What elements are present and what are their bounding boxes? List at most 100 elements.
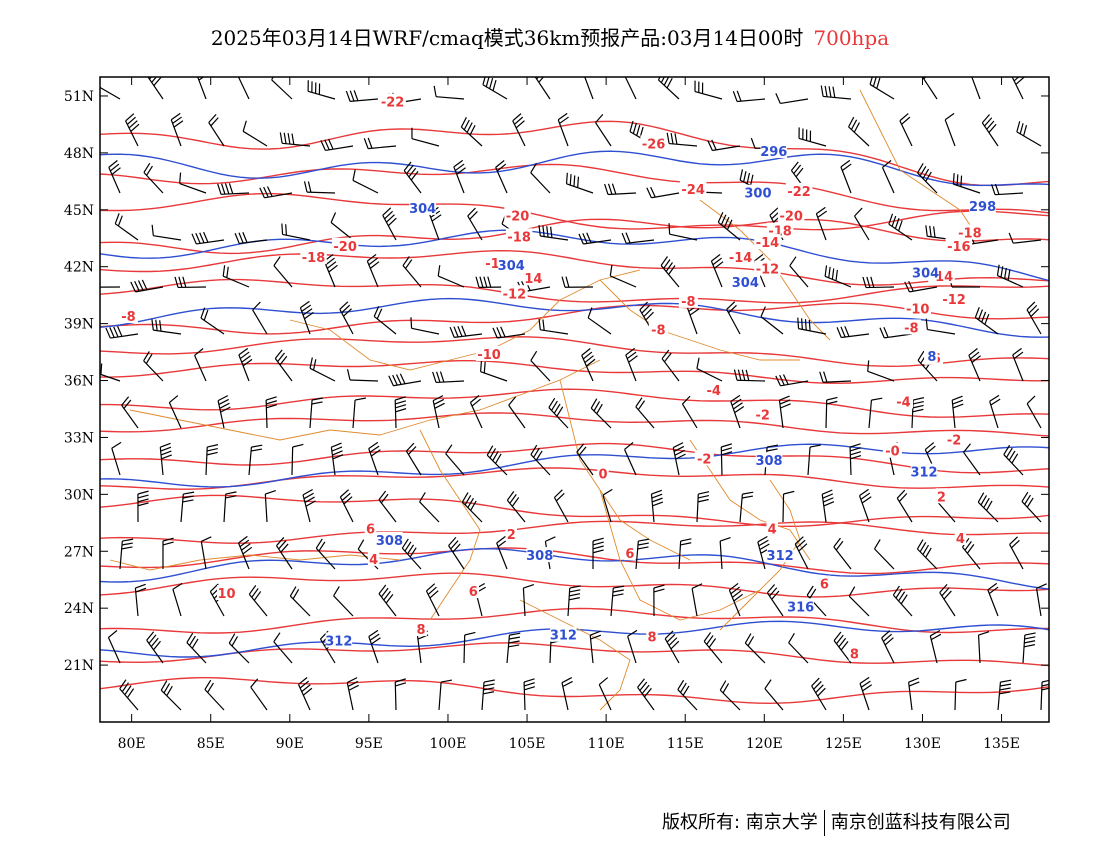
wind-barb bbox=[403, 161, 422, 194]
wind-barb bbox=[728, 582, 743, 617]
lon-label: 110E bbox=[588, 736, 625, 752]
wind-barb bbox=[821, 489, 835, 523]
wind-barb bbox=[160, 680, 182, 711]
temperature-label: -10 bbox=[906, 302, 930, 317]
wind-barb bbox=[273, 632, 293, 664]
wind-barb bbox=[481, 679, 495, 711]
lon-label: 100E bbox=[429, 736, 466, 752]
wind-barb bbox=[410, 317, 440, 335]
wind-barb bbox=[217, 183, 250, 195]
wind-barb bbox=[238, 347, 253, 382]
wind-barb bbox=[666, 132, 698, 147]
wind-barb bbox=[475, 276, 508, 288]
height-label-bg bbox=[732, 273, 759, 289]
wind-barb bbox=[867, 360, 895, 382]
temperature-label-bg bbox=[893, 393, 913, 409]
wind-barb bbox=[916, 163, 938, 194]
wind-barb bbox=[681, 395, 698, 429]
wind-barb bbox=[363, 137, 397, 150]
wind-barb bbox=[279, 132, 311, 147]
wind-barb bbox=[228, 633, 250, 664]
wind-barb bbox=[200, 536, 212, 570]
wind-barb bbox=[378, 584, 397, 617]
wind-barb bbox=[775, 93, 809, 105]
wind-barb bbox=[604, 183, 637, 196]
wind-barb bbox=[610, 585, 625, 617]
height-label: 304 bbox=[498, 259, 525, 274]
wind-barb bbox=[174, 276, 207, 289]
height-label-bg bbox=[409, 199, 436, 215]
lon-label: 105E bbox=[509, 736, 546, 752]
temperature-label-bg bbox=[935, 488, 948, 504]
temperature-label-bg bbox=[766, 222, 794, 238]
wind-barb bbox=[1026, 301, 1042, 335]
page-title: 2025年03月14日WRF/cmaq模式36km预报产品:03月14日00时 7… bbox=[0, 22, 1100, 51]
temperature-label: -26 bbox=[642, 137, 666, 152]
wind-barb bbox=[107, 630, 121, 664]
temperature-label-bg bbox=[704, 382, 724, 398]
wind-barb bbox=[1026, 395, 1042, 429]
wind-barb bbox=[437, 265, 465, 288]
height-label-bg bbox=[744, 184, 772, 200]
wind-barb bbox=[587, 307, 612, 335]
wind-barb bbox=[766, 584, 784, 617]
height-label-bg bbox=[926, 347, 938, 363]
wind-barb bbox=[506, 632, 521, 664]
wind-barb bbox=[1022, 632, 1036, 664]
wind-barb bbox=[971, 77, 981, 100]
height-label: 308 bbox=[755, 454, 782, 469]
temperature-isotherm bbox=[100, 360, 1049, 384]
wind-barb bbox=[264, 490, 276, 523]
wind-barb bbox=[840, 159, 852, 194]
wind-barb bbox=[259, 186, 293, 199]
wind-barb bbox=[788, 633, 809, 664]
wind-barb bbox=[538, 224, 569, 241]
temperature-isotherm bbox=[100, 642, 1049, 667]
wind-barb bbox=[968, 348, 981, 382]
lon-label: 85E bbox=[197, 736, 225, 752]
wind-barb bbox=[151, 319, 182, 335]
wind-barb bbox=[881, 630, 895, 664]
temperature-label: -2 bbox=[755, 409, 769, 424]
wind-barb bbox=[265, 396, 278, 429]
wind-barb bbox=[469, 395, 483, 429]
wind-barb bbox=[561, 677, 573, 711]
wind-barb bbox=[925, 318, 956, 335]
temperature-label-bg bbox=[367, 550, 380, 566]
temperature-label-bg bbox=[882, 442, 902, 458]
lat-label: 24N bbox=[64, 601, 94, 617]
wind-barb bbox=[576, 443, 594, 476]
wind-barb bbox=[352, 169, 379, 194]
wind-barb bbox=[668, 223, 698, 241]
wind-barb bbox=[833, 631, 852, 664]
wind-barb bbox=[339, 489, 354, 523]
temperature-label-bg bbox=[777, 207, 805, 223]
height-labels: 296 300 304 304 304 304 298 8 308 308 308 312 312 312… bbox=[325, 142, 996, 649]
wind-barb bbox=[849, 443, 862, 476]
wind-barb bbox=[453, 159, 466, 194]
wind-barb bbox=[833, 537, 852, 570]
wind-barb bbox=[291, 443, 304, 476]
temperature-label: -18 bbox=[958, 227, 982, 242]
wind-barb bbox=[273, 256, 293, 288]
wind-barb bbox=[637, 678, 655, 711]
temperature-label-bg bbox=[901, 319, 921, 335]
wind-barb bbox=[352, 397, 366, 429]
temperature-label-bg bbox=[944, 431, 964, 447]
wind-barb bbox=[879, 326, 913, 339]
copyright-right: 南京创蓝科技有限公司 bbox=[830, 812, 1011, 833]
wind-barb bbox=[137, 490, 149, 523]
wind-barb bbox=[271, 77, 293, 100]
temperature-label-bg bbox=[415, 621, 427, 637]
temperature-isotherm bbox=[100, 120, 1049, 187]
lon-label: 90E bbox=[276, 736, 304, 752]
province-border bbox=[419, 429, 481, 621]
wind-barb bbox=[368, 441, 381, 476]
temperature-label-bg bbox=[818, 575, 831, 591]
wind-barb bbox=[710, 253, 724, 288]
height-label: 304 bbox=[732, 276, 759, 291]
wind-barb bbox=[820, 85, 852, 100]
wind-barb bbox=[848, 586, 870, 617]
wind-barb bbox=[836, 326, 870, 339]
lon-label: 130E bbox=[904, 736, 941, 752]
